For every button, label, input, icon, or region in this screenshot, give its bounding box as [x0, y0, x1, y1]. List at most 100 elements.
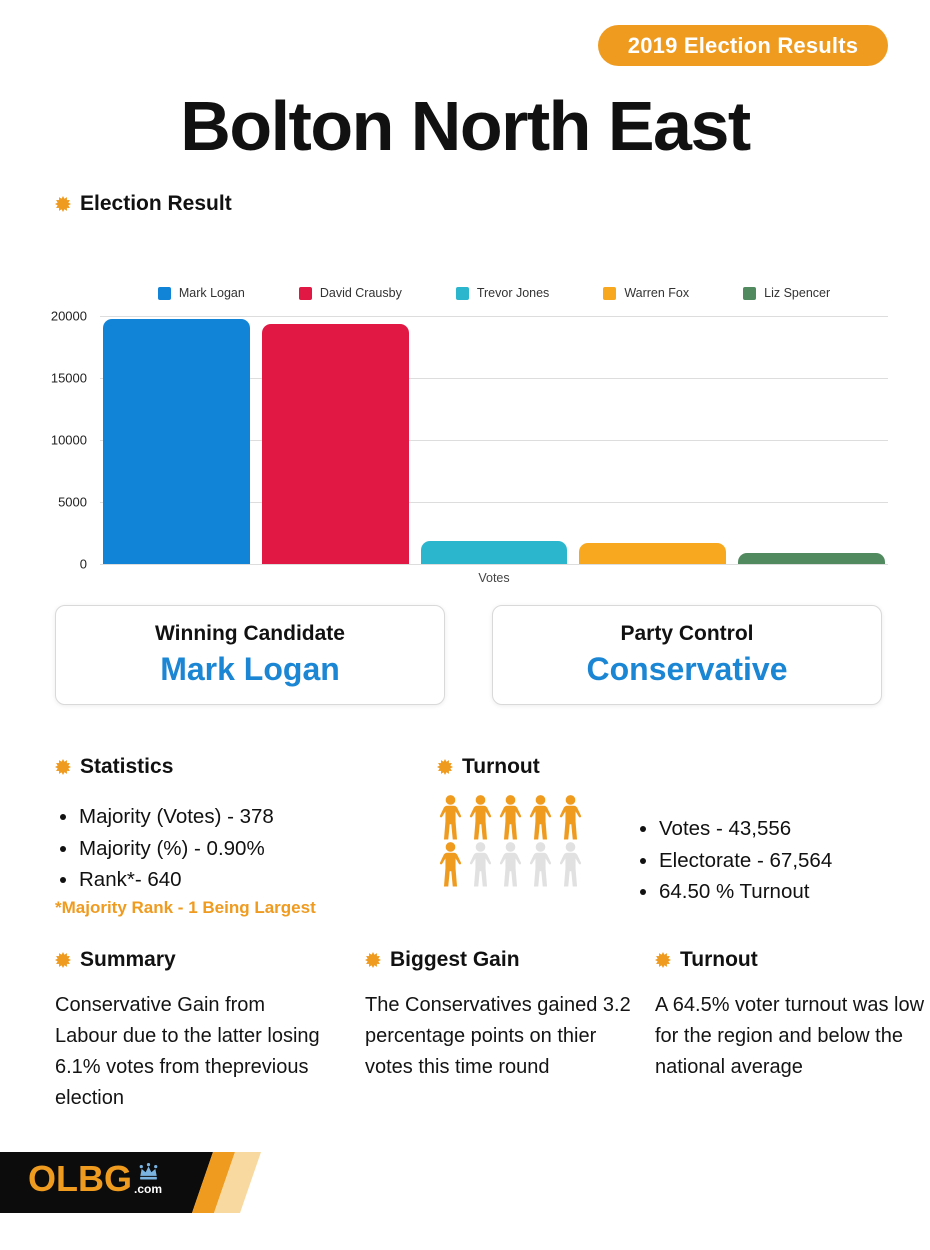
section-heading: Biggest Gain: [390, 948, 520, 971]
section-summary: Summary: [55, 948, 323, 972]
bars: [100, 316, 888, 564]
card-value: Mark Logan: [160, 651, 340, 687]
votes-bar-chart: Mark Logan David Crausby Trevor Jones Wa…: [0, 286, 930, 585]
bar-slot: [261, 316, 409, 564]
card-value: Conservative: [586, 651, 788, 687]
footer-black-band: [0, 1152, 213, 1213]
person-icon: [467, 842, 494, 887]
gridline: [100, 502, 888, 503]
section-biggest-gain: Biggest Gain: [365, 948, 637, 972]
section-turnout: Turnout: [437, 755, 907, 779]
plot-area: 0 5000 10000 15000 20000: [51, 309, 888, 572]
biggest-gain-text: The Conservatives gained 3.2 percentage …: [365, 994, 631, 1078]
y-tick-label: 15000: [50, 370, 87, 386]
legend-item: David Crausby: [298, 286, 402, 300]
year-badge: 2019 Election Results: [598, 25, 888, 66]
page-title: Bolton North East: [180, 87, 751, 165]
gridline: [100, 564, 888, 565]
legend-swatch: [603, 286, 617, 300]
legend-swatch: [157, 286, 171, 300]
legend-swatch: [743, 286, 757, 300]
sunburst-icon: [55, 196, 71, 212]
x-axis-label: Votes: [478, 571, 510, 585]
person-icon: [437, 795, 464, 840]
bar-slot: [103, 316, 250, 564]
legend-item: Warren Fox: [603, 286, 689, 300]
person-icon: [527, 842, 554, 887]
section-election-result: Election Result: [55, 192, 232, 216]
section-turnout-note: Turnout: [655, 948, 930, 972]
olbg-brand-text: OLBG: [28, 1158, 132, 1200]
person-icon: [557, 842, 584, 887]
biggest-gain-section: Biggest Gain The Conservatives gained 3.…: [365, 948, 637, 1083]
sunburst-icon: [655, 952, 671, 968]
chart-legend: Mark Logan David Crausby Trevor Jones Wa…: [100, 286, 888, 300]
turnout-note-text: A 64.5% voter turnout was low for the re…: [655, 994, 925, 1078]
turnout-item: 64.50 % Turnout: [659, 876, 832, 908]
party-control-card: Party Control Conservative: [492, 605, 882, 705]
legend-label: Mark Logan: [178, 286, 245, 300]
result-cards: Winning Candidate Mark Logan Party Contr…: [55, 605, 882, 705]
legend-label: Trevor Jones: [476, 286, 550, 300]
statistics-list: Majority (Votes) - 378 Majority (%) - 0.…: [55, 801, 395, 896]
gridline: [100, 440, 888, 441]
gridline: [100, 378, 888, 379]
footer-logo-bar: OLBG .com: [0, 1152, 262, 1213]
turnout-item: Votes - 43,556: [659, 813, 832, 845]
statistic-item: Majority (%) - 0.90%: [79, 833, 395, 865]
statistics-section: Statistics Majority (Votes) - 378 Majori…: [55, 755, 395, 918]
y-tick-label: 5000: [58, 494, 87, 510]
legend-swatch: [298, 286, 312, 300]
person-icon: [527, 795, 554, 840]
section-heading: Turnout: [462, 755, 540, 778]
bar-mark-logan: [103, 319, 250, 564]
bar-trevor-jones: [420, 540, 568, 564]
legend-item: Mark Logan: [157, 286, 245, 300]
winning-candidate-card: Winning Candidate Mark Logan: [55, 605, 445, 705]
person-icon: [497, 795, 524, 840]
bar-david-crausby: [261, 323, 409, 564]
person-icon: [557, 795, 584, 840]
crown-icon: [137, 1163, 160, 1182]
legend-item: Trevor Jones: [455, 286, 550, 300]
section-heading: Election Result: [80, 192, 232, 215]
sunburst-icon: [365, 952, 381, 968]
legend-label: Liz Spencer: [764, 286, 831, 300]
turnout-section: Turnout Votes - 43,556 Electorate - 67,5…: [437, 755, 907, 908]
y-tick-label: 0: [79, 556, 87, 572]
bar-slot: [579, 316, 727, 564]
section-heading: Summary: [80, 948, 176, 971]
section-heading: Turnout: [680, 948, 758, 971]
card-label: Winning Candidate: [155, 622, 345, 645]
gridline: [100, 316, 888, 317]
legend-swatch: [455, 286, 469, 300]
sunburst-icon: [55, 759, 71, 775]
sunburst-icon: [55, 952, 71, 968]
sunburst-icon: [437, 759, 453, 775]
person-icon: [437, 842, 464, 887]
y-tick-label: 10000: [50, 432, 87, 448]
statistic-item: Rank*- 640: [79, 864, 395, 896]
legend-item: Liz Spencer: [743, 286, 830, 300]
olbg-com-text: .com: [134, 1182, 163, 1196]
rank-footnote: *Majority Rank - 1 Being Largest: [55, 897, 316, 917]
person-icon: [497, 842, 524, 887]
turnout-pictogram: [437, 795, 587, 887]
turnout-list: Votes - 43,556 Electorate - 67,564 64.50…: [635, 813, 832, 908]
person-icon: [467, 795, 494, 840]
legend-label: Warren Fox: [624, 286, 690, 300]
card-label: Party Control: [620, 622, 754, 645]
olbg-logo: OLBG .com: [28, 1158, 163, 1200]
y-tick-label: 20000: [50, 308, 87, 324]
bar-slot: [420, 316, 568, 564]
bar-liz-spencer: [738, 553, 885, 564]
turnout-note-section: Turnout A 64.5% voter turnout was low fo…: [655, 948, 930, 1083]
legend-label: David Crausby: [319, 286, 402, 300]
summary-text: Conservative Gain from Labour due to the…: [55, 994, 320, 1109]
section-heading: Statistics: [80, 755, 174, 778]
turnout-item: Electorate - 67,564: [659, 845, 832, 877]
section-statistics: Statistics: [55, 755, 395, 779]
summary-section: Summary Conservative Gain from Labour du…: [55, 948, 323, 1114]
bar-slot: [738, 316, 885, 564]
